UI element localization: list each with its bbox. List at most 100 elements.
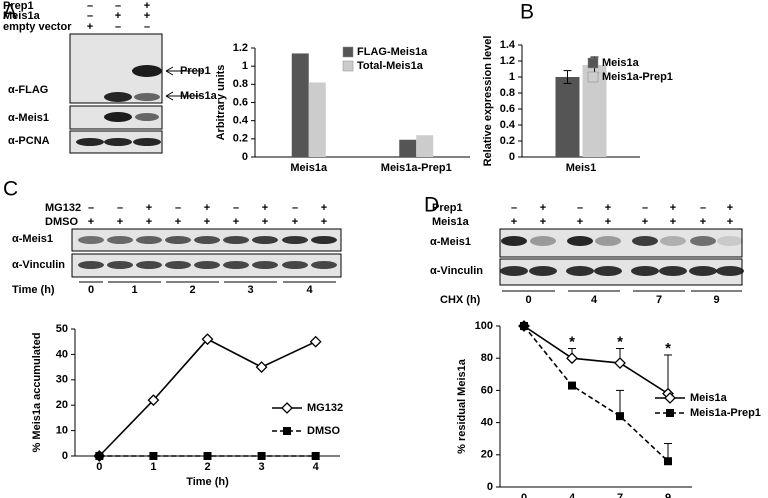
panel-label: D <box>424 194 439 217</box>
treatment-sign: + <box>727 202 733 214</box>
x-tick-label: 4 <box>313 461 320 473</box>
marker <box>664 392 676 404</box>
antibody-label: α-PCNA <box>8 135 50 147</box>
marker <box>255 361 268 374</box>
bar <box>416 135 434 157</box>
blot-band <box>660 236 686 246</box>
time-value: 0 <box>525 294 531 306</box>
treatment-sign: + <box>321 216 327 228</box>
treatment-sign: + <box>88 216 94 228</box>
antibody-label: α-Vinculin <box>12 259 65 271</box>
marker <box>147 394 160 407</box>
time-label: Time (h) <box>12 284 55 296</box>
legend-label: FLAG-Meis1a <box>357 46 428 58</box>
antibody-label: α-Meis1 <box>12 233 53 245</box>
marker <box>568 381 576 390</box>
y-tick-label: 0.4 <box>500 119 516 131</box>
treatment-label: Prep1 <box>432 202 463 214</box>
marker <box>566 352 578 365</box>
treatment-sign: + <box>175 216 181 228</box>
treatment-sign: – <box>88 202 94 214</box>
marker <box>666 409 674 417</box>
blot-band <box>194 261 220 269</box>
panel-label: C <box>3 178 18 201</box>
legend-label: Meis1a <box>690 392 728 404</box>
marker <box>614 357 626 369</box>
marker <box>520 322 528 330</box>
y-tick-label: 20 <box>481 449 493 461</box>
treatment-label: DMSO <box>45 216 78 228</box>
treatment-label: Meis1a <box>432 216 470 228</box>
treatment-sign: – <box>233 202 239 214</box>
annotation: * <box>617 334 623 351</box>
legend-label: Meis1a-Prep1 <box>602 71 673 83</box>
legend-label: MG132 <box>307 402 343 414</box>
y-tick-label: 0.8 <box>233 78 248 90</box>
blot-band <box>282 261 308 269</box>
bar <box>291 53 309 158</box>
treatment-sign: + <box>233 216 239 228</box>
y-tick-label: 0.2 <box>233 133 248 145</box>
treatment-sign: – <box>292 202 298 214</box>
y-axis-label: Relative expression level <box>482 36 494 167</box>
y-axis-label: % Meis1a accumulated <box>31 333 43 453</box>
series-line <box>523 325 669 462</box>
time-value: 2 <box>189 284 195 296</box>
blot-band <box>567 236 593 246</box>
x-tick-label: 2 <box>204 461 210 473</box>
treatment-sign: + <box>87 21 93 33</box>
x-tick-label: 1 <box>150 461 156 473</box>
x-tick-label: 7 <box>617 492 623 498</box>
legend-label: DMSO <box>307 425 340 437</box>
blot-band <box>223 261 249 269</box>
time-value: 4 <box>306 284 313 296</box>
blot-band <box>76 138 104 146</box>
antibody-label: α-Meis1 <box>8 112 49 124</box>
time-value: 9 <box>713 294 719 306</box>
blot-band <box>631 266 659 276</box>
blot-band <box>136 236 162 244</box>
legend-swatch <box>587 71 599 83</box>
blot-band <box>252 261 278 269</box>
legend-swatch <box>342 46 354 58</box>
treatment-sign: + <box>321 202 327 214</box>
time-value: 3 <box>247 284 253 296</box>
x-tick-label: Meis1a <box>290 162 328 174</box>
y-tick-label: 20 <box>56 399 68 411</box>
antibody-label: α-Meis1 <box>430 236 471 248</box>
treatment-sign: + <box>540 202 546 214</box>
blot-band <box>690 236 716 246</box>
y-tick-label: 1 <box>242 60 248 72</box>
treatment-sign: – <box>175 202 181 214</box>
y-tick-label: 0.8 <box>500 87 515 99</box>
blot-band <box>135 113 159 121</box>
treatment-sign: – <box>144 21 150 33</box>
legend-swatch <box>587 57 599 69</box>
treatment-sign: – <box>87 0 93 12</box>
blot-band <box>107 261 133 269</box>
marker <box>95 452 104 460</box>
treatment-sign: – <box>117 202 123 214</box>
x-tick-label: 0 <box>96 461 102 473</box>
panel-label: A <box>3 1 17 24</box>
marker <box>201 333 214 346</box>
time-value: 7 <box>656 294 662 306</box>
series-line <box>523 325 669 395</box>
treatment-sign: + <box>605 202 611 214</box>
blot-band <box>136 261 162 269</box>
blot-band <box>594 266 622 276</box>
legend-label: Meis1a-Prep1 <box>690 407 761 419</box>
marker <box>309 335 322 348</box>
time-value: 4 <box>591 294 598 306</box>
blot-band <box>165 236 191 244</box>
treatment-sign: + <box>144 10 150 22</box>
blot-band <box>252 236 278 244</box>
blot-band <box>104 92 132 102</box>
blot-band <box>529 266 557 276</box>
x-axis-label: Time (h) <box>186 476 229 488</box>
treatment-sign: + <box>115 10 121 22</box>
legend-label: Total-Meis1a <box>357 60 424 72</box>
blot-band <box>104 112 132 122</box>
y-tick-label: 0.6 <box>233 96 248 108</box>
